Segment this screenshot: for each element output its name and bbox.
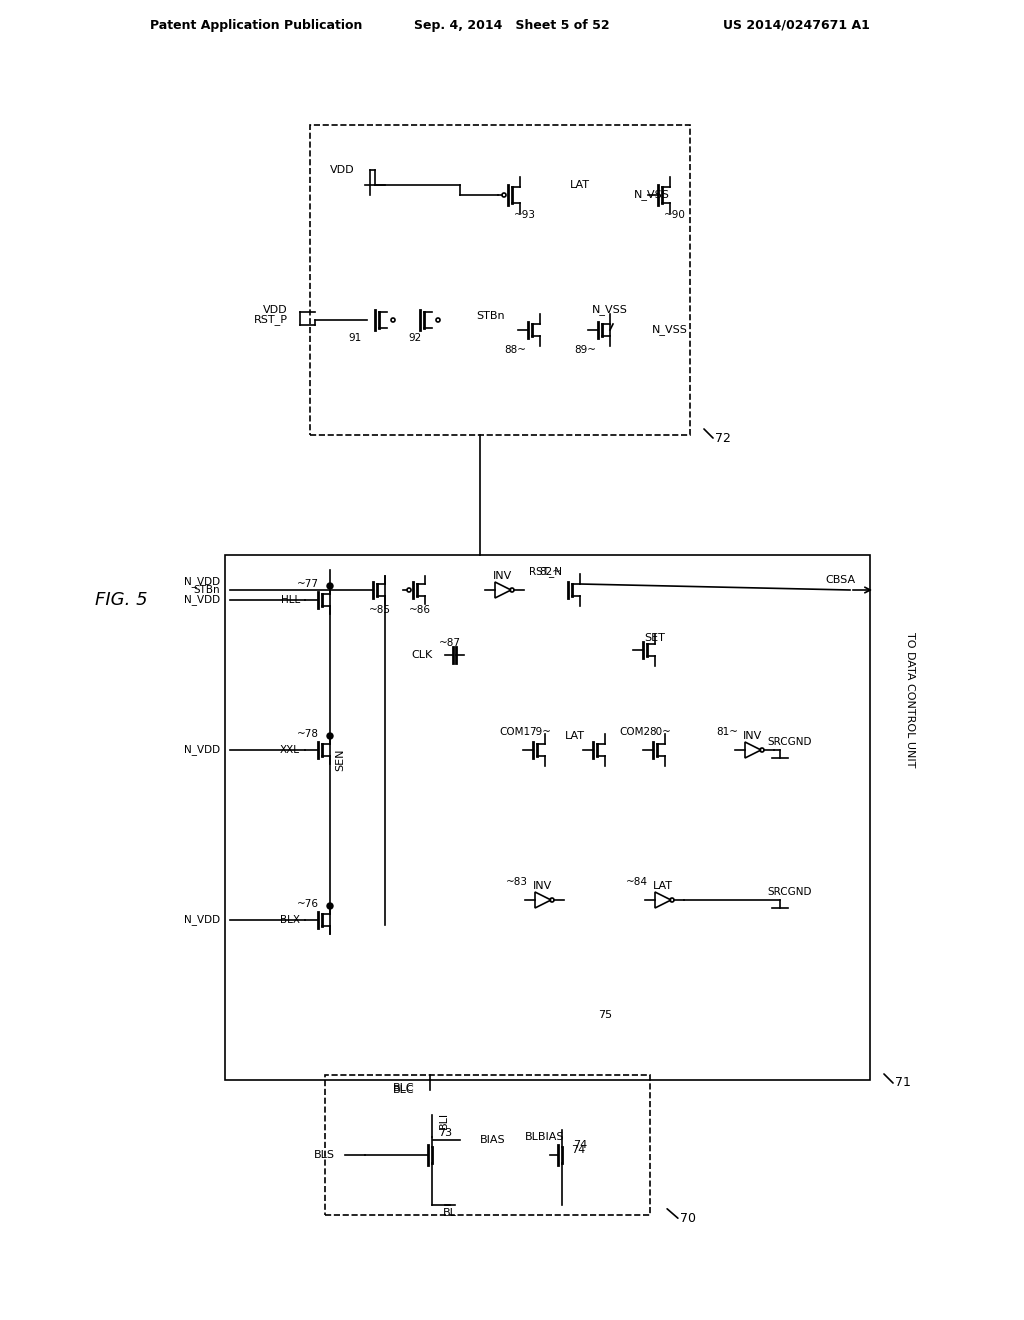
Text: COM2: COM2 bbox=[620, 727, 650, 737]
Text: 81~: 81~ bbox=[716, 727, 738, 737]
Text: LAT: LAT bbox=[653, 880, 673, 891]
Text: STBn: STBn bbox=[194, 585, 220, 595]
Text: BLC: BLC bbox=[393, 1082, 415, 1093]
Text: RST_P: RST_P bbox=[254, 314, 288, 326]
Text: 75: 75 bbox=[598, 1010, 612, 1020]
Bar bbox=[225, 554, 870, 1080]
Text: SRCGND: SRCGND bbox=[768, 737, 812, 747]
Circle shape bbox=[327, 583, 333, 589]
Text: 72: 72 bbox=[715, 432, 731, 445]
Text: BLBIAS: BLBIAS bbox=[525, 1133, 565, 1142]
Text: SET: SET bbox=[644, 634, 666, 643]
Text: N_VDD: N_VDD bbox=[184, 915, 220, 925]
Text: 74: 74 bbox=[572, 1140, 587, 1150]
Text: ~83: ~83 bbox=[506, 876, 528, 887]
Text: ~85: ~85 bbox=[369, 605, 391, 615]
Text: CLK: CLK bbox=[412, 649, 433, 660]
Text: 82~: 82~ bbox=[539, 568, 561, 577]
Text: Patent Application Publication: Patent Application Publication bbox=[150, 18, 362, 32]
Text: 92: 92 bbox=[409, 333, 422, 343]
Text: N_VSS: N_VSS bbox=[592, 305, 628, 315]
Text: Sep. 4, 2014   Sheet 5 of 52: Sep. 4, 2014 Sheet 5 of 52 bbox=[414, 18, 610, 32]
Text: VDD: VDD bbox=[331, 165, 355, 176]
Text: STBn: STBn bbox=[476, 312, 505, 321]
Text: INV: INV bbox=[743, 731, 763, 741]
Text: ~77: ~77 bbox=[297, 579, 319, 589]
Text: ~87: ~87 bbox=[439, 638, 461, 648]
Text: VDD: VDD bbox=[263, 305, 288, 315]
Text: FIG. 5: FIG. 5 bbox=[95, 591, 147, 609]
Bar bbox=[325, 1074, 650, 1214]
Text: BLC: BLC bbox=[393, 1085, 415, 1096]
Text: N_VDD: N_VDD bbox=[184, 744, 220, 755]
Text: BLS: BLS bbox=[314, 1150, 335, 1160]
Text: LAT: LAT bbox=[570, 180, 590, 190]
Text: SEN: SEN bbox=[335, 748, 345, 771]
Text: SRCGND: SRCGND bbox=[768, 887, 812, 898]
Text: XXL: XXL bbox=[280, 744, 300, 755]
Text: HLL: HLL bbox=[281, 595, 300, 605]
Text: ~86: ~86 bbox=[409, 605, 431, 615]
Text: 80~: 80~ bbox=[649, 727, 671, 737]
Text: 88~: 88~ bbox=[504, 345, 526, 355]
Text: TO DATA CONTROL UNIT: TO DATA CONTROL UNIT bbox=[905, 632, 915, 768]
Text: 79~: 79~ bbox=[529, 727, 551, 737]
Text: ~93: ~93 bbox=[514, 210, 536, 220]
Circle shape bbox=[327, 903, 333, 909]
Text: RST_N: RST_N bbox=[528, 566, 561, 577]
Text: ~76: ~76 bbox=[297, 899, 319, 909]
Bar bbox=[310, 125, 690, 436]
Text: N_VDD: N_VDD bbox=[184, 577, 220, 587]
Text: 91: 91 bbox=[348, 333, 361, 343]
Text: 71: 71 bbox=[895, 1077, 911, 1089]
Text: N_VSS: N_VSS bbox=[634, 190, 670, 201]
Text: N_VDD: N_VDD bbox=[184, 594, 220, 606]
Circle shape bbox=[327, 733, 333, 739]
Text: LAT: LAT bbox=[565, 731, 585, 741]
Text: 89~: 89~ bbox=[574, 345, 596, 355]
Text: COM1: COM1 bbox=[500, 727, 530, 737]
Text: INV: INV bbox=[494, 572, 513, 581]
Text: US 2014/0247671 A1: US 2014/0247671 A1 bbox=[723, 18, 870, 32]
Text: ~78: ~78 bbox=[297, 729, 319, 739]
Text: INV: INV bbox=[534, 880, 553, 891]
Text: N_VSS: N_VSS bbox=[652, 325, 688, 335]
Text: CBSA: CBSA bbox=[825, 576, 855, 585]
Text: BLI: BLI bbox=[439, 1111, 449, 1129]
Text: 70: 70 bbox=[680, 1212, 696, 1225]
Text: 74: 74 bbox=[570, 1144, 585, 1155]
Text: BIAS: BIAS bbox=[480, 1135, 506, 1144]
Text: ~84: ~84 bbox=[626, 876, 648, 887]
Text: BL: BL bbox=[443, 1208, 457, 1218]
Text: ~90: ~90 bbox=[664, 210, 686, 220]
Text: 73: 73 bbox=[438, 1129, 452, 1138]
Text: BLX: BLX bbox=[280, 915, 300, 925]
